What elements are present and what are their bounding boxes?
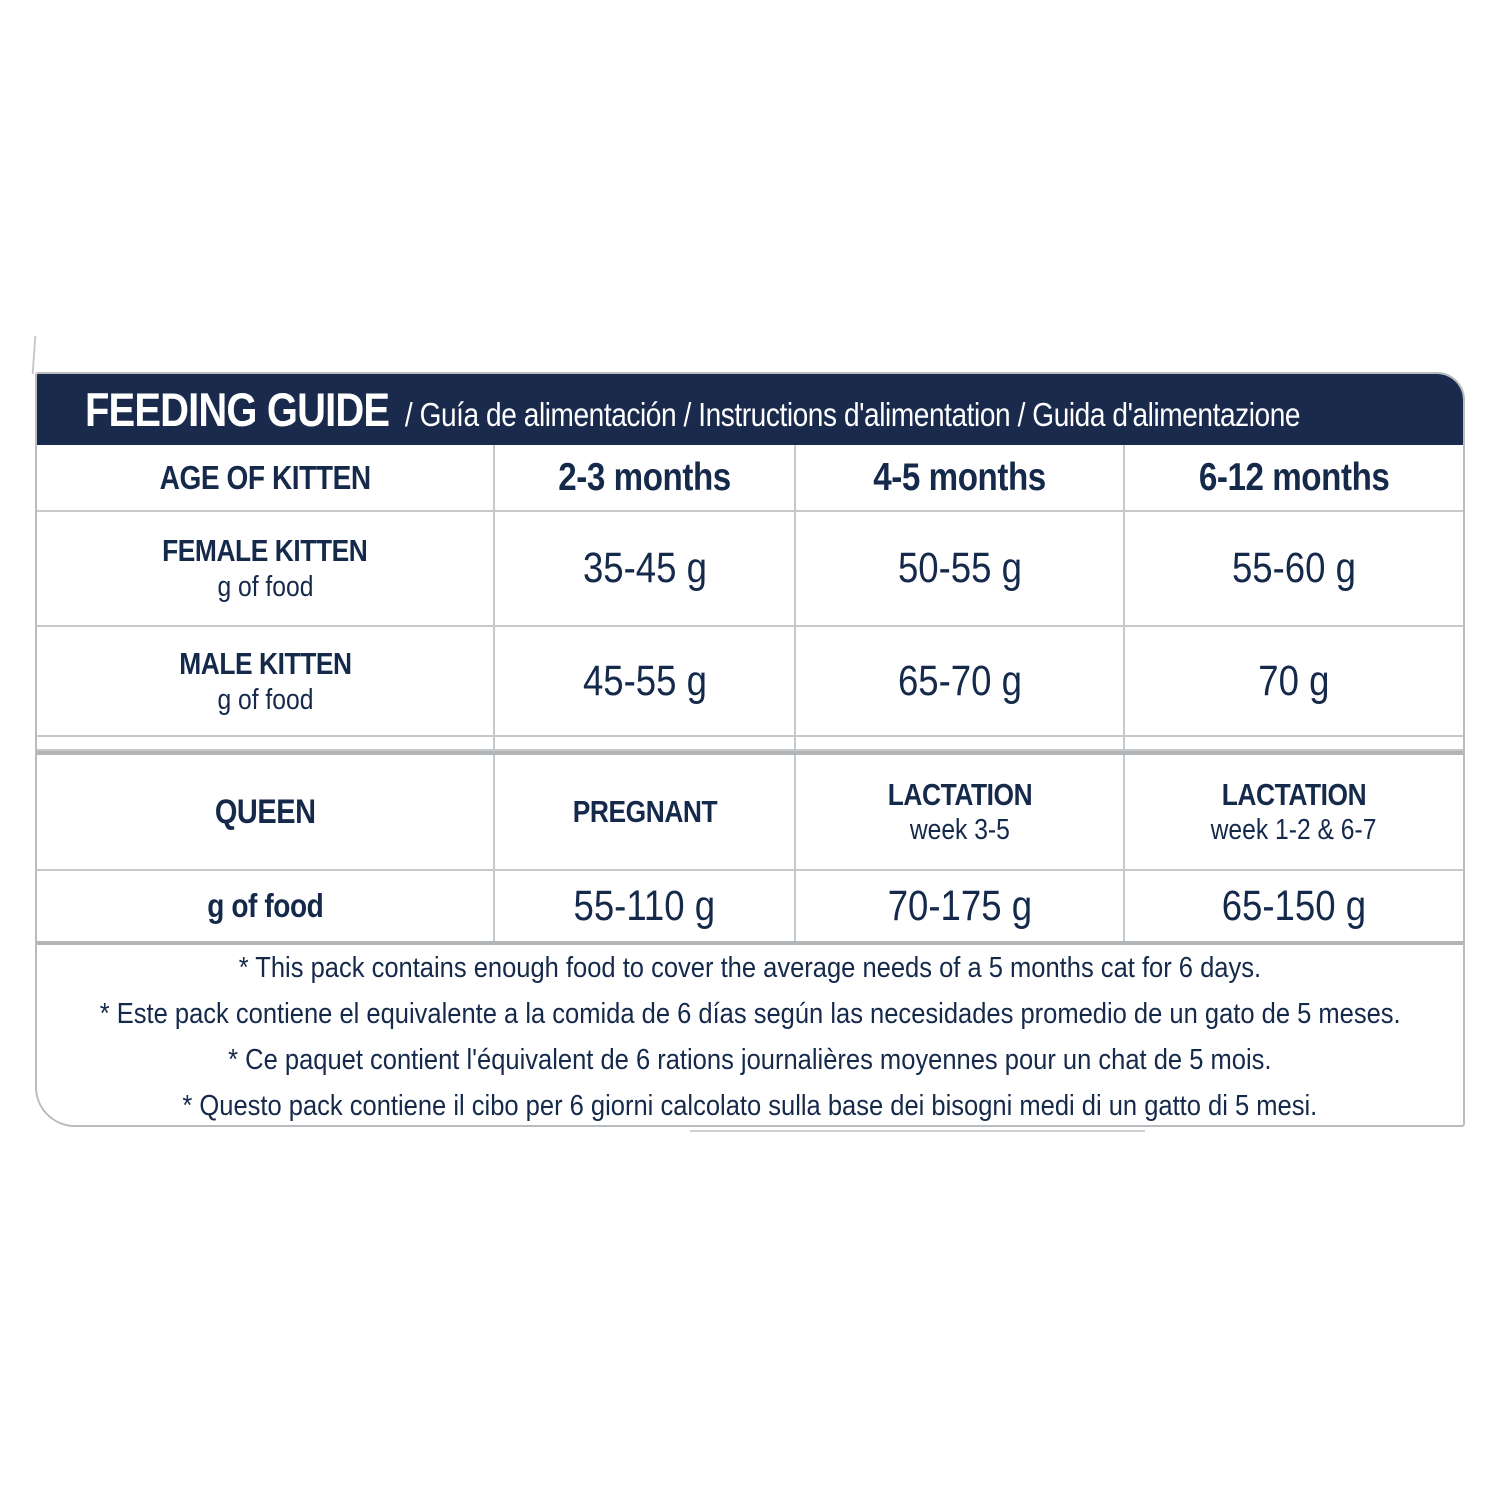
female-kitten-row: FEMALE KITTEN g of food 35-45 g 50-55 g … — [37, 512, 1463, 627]
footnote-english: * This pack contains enough food to cove… — [169, 945, 1331, 991]
queen-value-lactation-1: 70-175 g — [887, 881, 1032, 930]
g-of-food-label-cell: g of food — [37, 871, 493, 941]
queen-value-lactation-2: 65-150 g — [1221, 881, 1367, 930]
age-col-2-3-months-label: 2-3 months — [558, 455, 731, 499]
feeding-guide-subtitle: / Guía de alimentación / Instructions d'… — [404, 396, 1301, 433]
male-kitten-sublabel: g of food — [217, 683, 313, 716]
queen-lactation-1-cell: LACTATION week 3-5 — [794, 755, 1123, 869]
section-divider-band — [37, 735, 1463, 751]
queen-header-row: QUEEN PREGNANT LACTATION week 3-5 LACTAT… — [37, 751, 1463, 871]
diecut-line-top — [31, 335, 37, 375]
male-kitten-value-6-12: 70 g — [1258, 656, 1330, 705]
male-kitten-label: MALE KITTEN — [178, 645, 352, 681]
male-kitten-row: MALE KITTEN g of food 45-55 g 65-70 g 70… — [37, 627, 1463, 735]
age-of-kitten-header-cell: AGE OF KITTEN — [37, 445, 493, 510]
footnote-french-text: * Ce paquet contient l'équivalent de 6 r… — [228, 1044, 1272, 1076]
female-kitten-value-4-5: 50-55 g — [897, 544, 1022, 592]
lactation-2-label: LACTATION — [1221, 777, 1367, 812]
divider-cell — [794, 737, 1123, 749]
footnote-spanish: * Este pack contiene el equivalente a la… — [37, 991, 1463, 1037]
header-text-line: FEEDING GUIDE / Guía de alimentación / I… — [85, 382, 1301, 437]
divider-cell — [1123, 737, 1463, 749]
queen-value-cell: 55-110 g — [493, 871, 794, 941]
queen-pregnant-cell: PREGNANT — [493, 755, 794, 869]
g-of-food-label: g of food — [206, 887, 324, 924]
feeding-guide-panel: FEEDING GUIDE / Guía de alimentación / I… — [35, 372, 1465, 1127]
diecut-line-bottom — [690, 1130, 1145, 1132]
feeding-guide-header-bar: FEEDING GUIDE / Guía de alimentación / I… — [37, 374, 1463, 445]
footnote-italian: * Questo pack contiene il cibo per 6 gio… — [105, 1083, 1395, 1125]
male-kitten-value-cell: 70 g — [1123, 627, 1463, 735]
footnotes-section: * This pack contains enough food to cove… — [37, 941, 1463, 1125]
female-kitten-value-cell: 50-55 g — [794, 512, 1123, 625]
pregnant-label: PREGNANT — [572, 794, 717, 829]
age-col-6-12-months-cell: 6-12 months — [1123, 445, 1463, 510]
male-kitten-value-4-5: 65-70 g — [897, 656, 1022, 705]
male-kitten-value-2-3: 45-55 g — [582, 656, 707, 705]
divider-cell — [493, 737, 794, 749]
footnote-spanish-text: * Este pack contiene el equivalente a la… — [99, 998, 1401, 1030]
age-header-row: AGE OF KITTEN 2-3 months 4-5 months 6-12… — [37, 445, 1463, 512]
queen-label-cell: QUEEN — [37, 755, 493, 869]
lactation-1-weeks: week 3-5 — [909, 814, 1010, 846]
female-kitten-value-2-3: 35-45 g — [582, 544, 707, 592]
female-kitten-value-cell: 55-60 g — [1123, 512, 1463, 625]
queen-g-of-food-row: g of food 55-110 g 70-175 g 65-150 g — [37, 871, 1463, 941]
queen-value-cell: 70-175 g — [794, 871, 1123, 941]
lactation-2-weeks: week 1-2 & 6-7 — [1211, 814, 1377, 846]
age-col-4-5-months-cell: 4-5 months — [794, 445, 1123, 510]
footnote-french: * Ce paquet contient l'équivalent de 6 r… — [157, 1037, 1343, 1083]
age-col-4-5-months-label: 4-5 months — [873, 455, 1046, 499]
queen-value-pregnant: 55-110 g — [573, 881, 716, 930]
footnote-italian-text: * Questo pack contiene il cibo per 6 gio… — [182, 1090, 1318, 1122]
age-col-6-12-months-label: 6-12 months — [1198, 455, 1390, 499]
female-kitten-label-cell: FEMALE KITTEN g of food — [37, 512, 493, 625]
queen-label: QUEEN — [214, 792, 316, 831]
age-of-kitten-label: AGE OF KITTEN — [159, 458, 371, 496]
male-kitten-label-cell: MALE KITTEN g of food — [37, 627, 493, 735]
divider-cell — [37, 737, 493, 749]
male-kitten-value-cell: 45-55 g — [493, 627, 794, 735]
female-kitten-value-6-12: 55-60 g — [1232, 544, 1356, 592]
footnote-english-text: * This pack contains enough food to cove… — [238, 952, 1262, 984]
queen-lactation-2-cell: LACTATION week 1-2 & 6-7 — [1123, 755, 1463, 869]
female-kitten-label: FEMALE KITTEN — [162, 533, 368, 568]
lactation-1-label: LACTATION — [887, 777, 1032, 812]
male-kitten-value-cell: 65-70 g — [794, 627, 1123, 735]
age-col-2-3-months-cell: 2-3 months — [493, 445, 794, 510]
feeding-guide-title: FEEDING GUIDE — [85, 383, 390, 436]
queen-value-cell: 65-150 g — [1123, 871, 1463, 941]
female-kitten-value-cell: 35-45 g — [493, 512, 794, 625]
female-kitten-sublabel: g of food — [217, 571, 313, 603]
